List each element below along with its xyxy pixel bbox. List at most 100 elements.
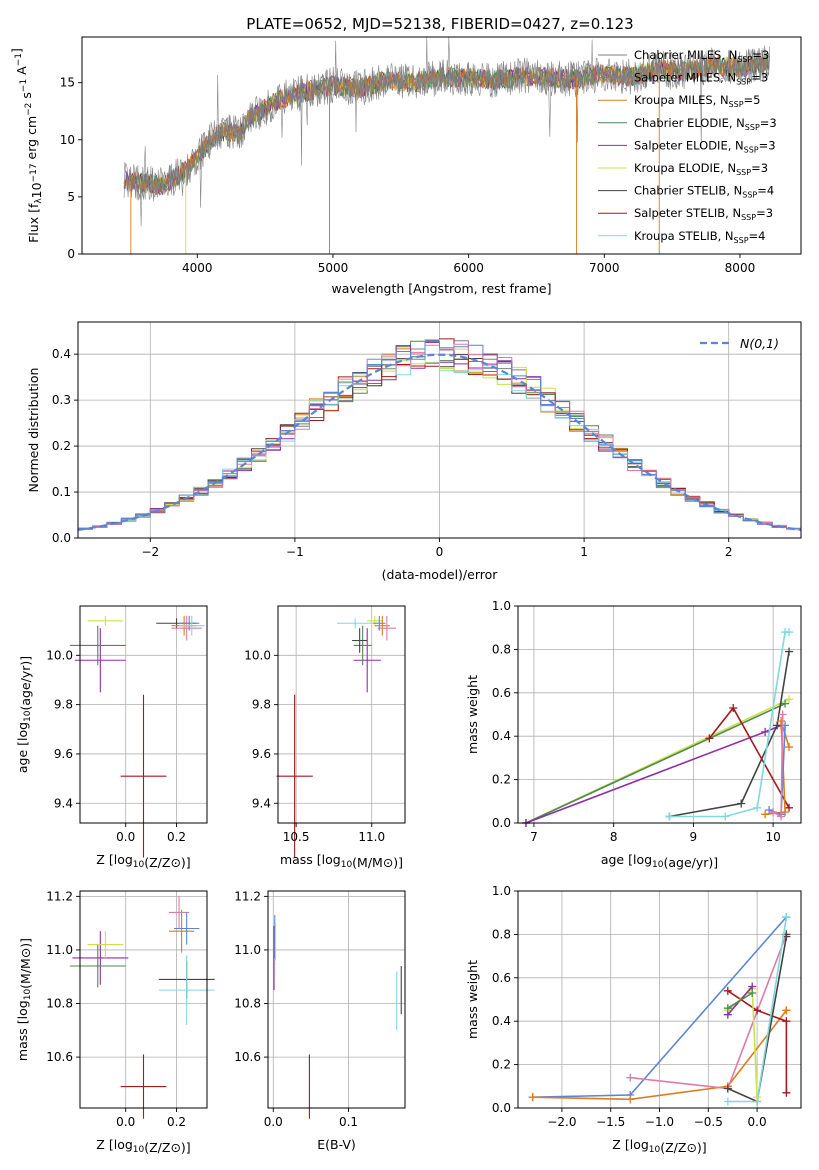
weight-marker [753,1093,762,1102]
label-part: Z [ [96,1137,113,1152]
weight-marker [761,727,770,736]
label-sub: 10 [133,1145,145,1155]
age-vs-mass-panel: 10.5 11.0 9.4 9.6 9.8 10.0 mass [log10(M/M⊙)] [244,605,406,870]
label-sub: 10 [341,860,353,870]
y-tick-label: 0.6 [492,686,511,700]
x-tick-label: −2 [141,545,159,559]
axes-frame [517,605,802,824]
label-part: mass [ [280,852,322,867]
weight-marker [753,803,762,812]
weight-marker [785,695,794,704]
legend-entry: Salpeter MILES, NSSP=3 [634,71,768,87]
y-tick-label: 5 [67,190,75,204]
legend-sub: SSP [729,100,744,109]
x-tick-label: 0.0 [116,830,135,844]
weight-series-line [525,724,782,824]
y-tick-label: 11.2 [46,889,73,903]
x-tick-label: 7000 [589,261,620,275]
spectrum-line [123,46,770,202]
weight-marker [782,1017,791,1026]
weight-marker [748,988,757,997]
label-part: A [14,66,29,79]
legend-sub: SSP [741,213,756,222]
legend-text: Chabrier MILES, N [634,48,737,62]
legend-text: Salpeter MILES, N [634,71,736,85]
legend-entry: Kroupa ELODIE, NSSP=3 [634,161,768,177]
y-tick-label: 10.8 [234,997,261,1011]
y-axis-label: mass weight [465,960,480,1039]
legend-entry: Chabrier STELIB, NSSP=4 [634,184,774,200]
normal-reference-curve [77,353,802,531]
axes-frame [81,36,802,255]
y-tick-label: 1.0 [492,599,511,613]
label-part: (Z/Z⊙)] [660,1140,706,1155]
legend-sub: SSP [736,168,751,177]
y-tick-label: 0 [67,247,75,261]
x-tick-label: −1.5 [596,1115,625,1129]
legend-sub: SSP [742,191,757,200]
y-axis-label: Normed distribution [26,368,41,493]
x-tick-label: 5000 [318,261,349,275]
label-part: log [322,852,341,867]
label-part: log [633,852,652,867]
x-axis-label: E(B-V) [317,1137,356,1152]
weight-series-line [532,1009,788,1101]
y-tick-label: 0.4 [492,729,511,743]
label-part: log [114,852,133,867]
legend-text: Kroupa STELIB, N [634,229,734,243]
label-part: ] [9,48,24,53]
y-axis-label: Flux [fλ10−17 erg cm−2 s−1 A−1] [9,48,44,243]
legend-text: Chabrier ELODIE, N [634,116,745,130]
label-part: (M/M⊙)] [352,855,403,870]
label-sub: 10 [133,860,145,870]
y-axis-label: mass [log10(M/M⊙)] [15,938,33,1061]
weight-marker [769,808,778,817]
y-tick-label: 0.4 [492,1014,511,1028]
weight-marker [528,1093,537,1102]
label-part: log [114,1137,133,1152]
y-tick-label: 10.8 [46,997,73,1011]
label-part: age [ [601,852,633,867]
y-tick-label: 0.2 [52,439,71,453]
y-tick-label: 0.0 [52,531,71,545]
y-tick-label: 0.1 [52,485,71,499]
x-axis-label: mass [log10(M/M⊙)] [280,852,403,870]
x-axis-label: Z [log10(Z/Z⊙)] [96,1137,190,1155]
x-axis-label: age [log10(age/yr)] [601,852,718,870]
weight-marker [626,1095,635,1104]
weight-marker [781,699,790,708]
y-tick-label: 10 [60,133,75,147]
label-part: −1 [14,53,24,66]
x-axis-label: (data-model)/error [382,567,499,582]
x-tick-label: 0.2 [167,830,186,844]
weight-marker [777,717,786,726]
label-part: Z [ [96,852,113,867]
weight-marker [761,810,770,819]
x-tick-label: 0.2 [167,1115,186,1129]
weight-marker [785,743,794,752]
x-tick-label: −0.5 [694,1115,723,1129]
spectrum-panel: 4000 5000 6000 7000 8000 0 5 10 15 wavelength [An… [9,36,802,296]
y-tick-label: 0.0 [492,1101,511,1115]
x-tick-label: 4000 [182,261,213,275]
label-sub: 10 [652,860,664,870]
x-tick-label: −1.0 [645,1115,674,1129]
y-axis-label: age [log10(age/yr)] [15,656,33,773]
label-part: −1 [19,79,29,92]
weight-marker [782,1088,791,1097]
weight-marker [785,647,794,656]
label-part: log [630,1137,649,1152]
weight-marker [778,710,787,719]
x-tick-label: 0.1 [339,1115,358,1129]
x-tick-label: 1 [580,545,588,559]
y-tick-label: 1.0 [492,884,511,898]
label-part: (Z/Z⊙)] [144,855,190,870]
x-tick-label: 6000 [453,261,484,275]
figure-title: PLATE=0652, MJD=52138, FIBERID=0427, z=0… [246,15,633,33]
label-part: erg cm [24,116,39,164]
legend-entry: N(0,1) [740,336,779,351]
y-tick-label: 0.2 [492,773,511,787]
legend-entry: Salpeter STELIB, NSSP=3 [634,206,773,222]
legend-text: Salpeter ELODIE, N [634,138,744,152]
